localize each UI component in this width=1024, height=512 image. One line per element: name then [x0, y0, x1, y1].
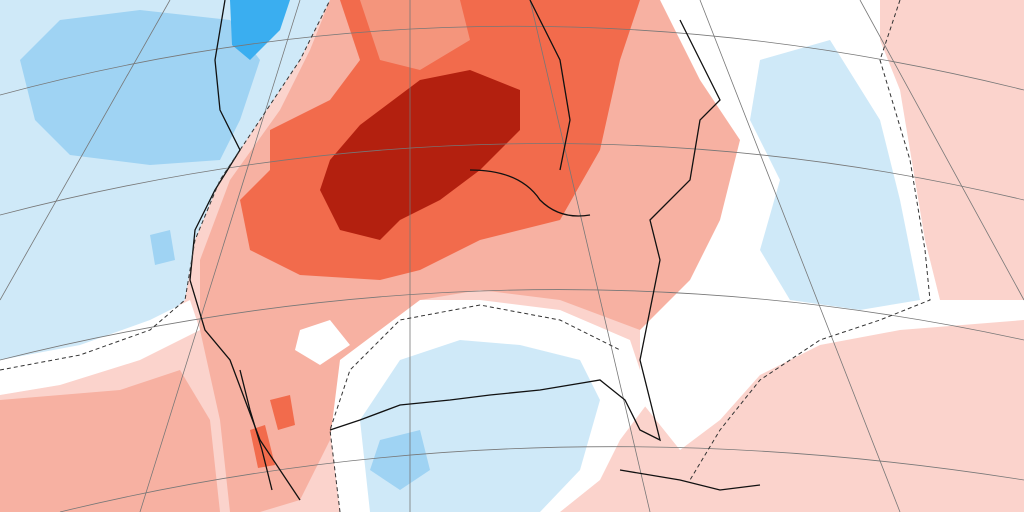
meridian — [859, 0, 1024, 301]
zero-contour — [689, 0, 931, 481]
neutral-spot — [295, 320, 350, 365]
neutral-band — [0, 300, 200, 395]
parallel — [0, 143, 1024, 216]
parallel — [0, 289, 1024, 361]
warm-patch — [360, 0, 470, 70]
caribbean-islands — [619, 469, 761, 491]
east-warm — [880, 0, 1024, 300]
meridian — [699, 0, 901, 512]
meridian — [0, 0, 171, 301]
cold-spot — [150, 230, 175, 265]
pacific-cold-blob — [20, 10, 260, 165]
parallel — [59, 446, 1024, 512]
zero-contour — [329, 304, 621, 512]
mexico-warm-spot — [270, 395, 295, 430]
coastline-baja — [239, 369, 273, 491]
atlantic-cool — [750, 40, 920, 310]
coastline-west — [189, 0, 301, 501]
zero-contour — [0, 0, 331, 371]
gulf-cold-spot — [370, 430, 430, 490]
baja-warm-spot — [250, 425, 275, 468]
pacific-warm-south — [0, 370, 220, 512]
hudson-bay — [529, 0, 571, 171]
meridian — [529, 0, 651, 512]
subtropical-warm — [680, 320, 1024, 512]
meridian — [139, 0, 301, 512]
extreme-warm — [320, 70, 520, 240]
parallel — [0, 25, 1024, 96]
coastline-east — [329, 19, 721, 442]
great-lakes — [469, 169, 591, 217]
